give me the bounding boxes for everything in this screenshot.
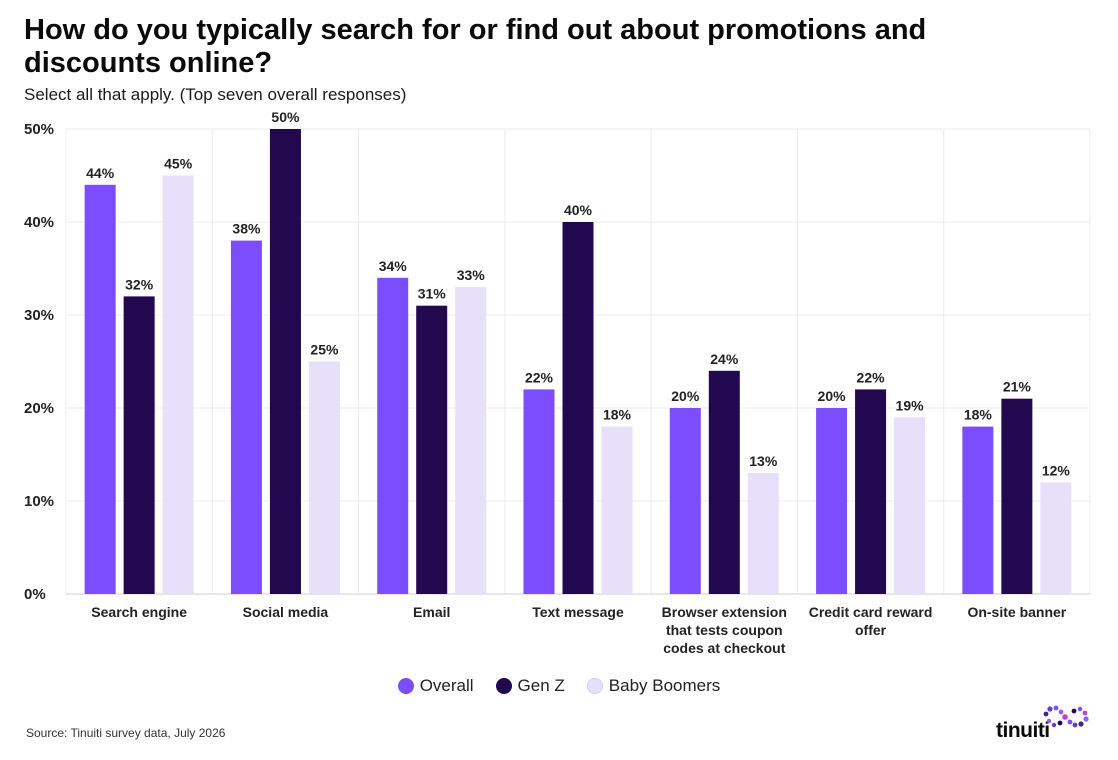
legend-item-gen-z: Gen Z (495, 676, 565, 696)
bar-gen-z-credit-card-reward-offer (855, 389, 887, 594)
bar-value-label: 45% (164, 156, 193, 172)
bar-overall-credit-card-reward-offer (816, 408, 848, 594)
x-category-label-line: On-site banner (967, 604, 1066, 620)
bar-baby-boomers-social-media (308, 361, 340, 594)
x-category-label-line: Social media (243, 604, 329, 620)
x-category-label: Credit card reward offer (809, 604, 933, 638)
y-tick-label: 20% (24, 400, 54, 417)
x-category-label: Social media (243, 604, 329, 620)
y-tick-label: 30% (24, 307, 54, 324)
legend-item-overall: Overall (397, 676, 474, 696)
bar-value-label: 31% (418, 286, 447, 302)
x-category-label-line: Credit card reward (809, 604, 933, 620)
chart-subtitle: Select all that apply. (Top seven overal… (24, 85, 407, 104)
x-category-label-line: Text message (532, 604, 624, 620)
x-category-label: Search engine (91, 604, 187, 620)
bar-value-label: 20% (818, 388, 847, 404)
logo-infinity-dots-icon (1043, 705, 1089, 728)
legend-label-baby-boomers: Baby Boomers (608, 676, 721, 695)
y-tick-label: 0% (24, 586, 46, 603)
x-category-label: Email (413, 604, 450, 620)
bar-baby-boomers-email (455, 287, 487, 594)
bar-value-label: 20% (671, 388, 700, 404)
bar-value-label: 34% (379, 258, 408, 274)
bar-baby-boomers-credit-card-reward-offer (894, 417, 926, 594)
bar-overall-email (377, 277, 409, 594)
legend-label-gen-z: Gen Z (517, 676, 565, 695)
tinuiti-logo: tinuiti (996, 705, 1096, 743)
bar-gen-z-text-message (562, 222, 594, 594)
source-note: Source: Tinuiti survey data, July 2026 (26, 726, 226, 740)
legend-swatch-gen-z (495, 678, 512, 694)
chart-title: How do you typically search for or find … (24, 14, 927, 79)
bar-baby-boomers-text-message (601, 426, 633, 594)
bar-value-label: 44% (86, 165, 115, 181)
bar-gen-z-on-site-banner (1001, 398, 1033, 594)
bar-baby-boomers-search-engine (162, 175, 194, 594)
x-category-label: Text message (532, 604, 624, 620)
x-category-label-line: Email (413, 604, 450, 620)
legend-swatch-baby-boomers (586, 678, 603, 694)
y-tick-label: 40% (24, 214, 54, 231)
bar-value-label: 25% (310, 342, 339, 358)
bar-gen-z-email (416, 305, 448, 594)
bar-value-label: 19% (896, 397, 925, 413)
bar-overall-text-message (523, 389, 555, 594)
y-tick-label: 50% (24, 121, 54, 138)
x-category-label-line: Browser extension (662, 604, 787, 620)
bar-gen-z-search-engine (123, 296, 155, 594)
legend-swatch-overall (397, 678, 414, 694)
bar-gen-z-social-media (269, 129, 301, 594)
y-tick-label: 10% (24, 493, 54, 510)
bar-overall-search-engine (84, 184, 116, 595)
bar-overall-browser-extension-that-tests-coupon-codes-at-checkout (669, 408, 701, 594)
bar-chart: 0% 10% 20% 30% 40% 50% 44% 32% 45% Search engine 3… (24, 109, 1091, 656)
logo-wordmark: tinuiti (996, 719, 1050, 742)
bar-value-label: 22% (525, 369, 554, 385)
legend-label-overall: Overall (419, 676, 474, 695)
bar-value-label: 18% (964, 407, 993, 423)
bar-value-label: 12% (1042, 462, 1071, 478)
bar-gen-z-browser-extension-that-tests-coupon-codes-at-checkout (708, 370, 740, 594)
x-category-label-line: Search engine (91, 604, 187, 620)
legend-item-baby-boomers: Baby Boomers (586, 676, 721, 696)
chart-legend: Overall Gen Z Baby Boomers (0, 676, 1118, 696)
bar-value-label: 21% (1003, 379, 1032, 395)
bar-value-label: 13% (749, 453, 778, 469)
bar-overall-social-media (230, 240, 262, 594)
bar-overall-on-site-banner (962, 426, 994, 594)
bar-value-label: 18% (603, 407, 632, 423)
x-category-label-line: that tests coupon (666, 622, 783, 638)
bar-value-label: 32% (125, 276, 154, 292)
bar-value-label: 40% (564, 202, 593, 218)
x-category-label: Browser extension that tests coupon codes … (662, 604, 787, 656)
bar-value-label: 33% (457, 267, 486, 283)
x-category-label-line: offer (855, 622, 887, 638)
x-category-label-line: codes at checkout (663, 640, 785, 656)
bar-value-label: 38% (232, 221, 261, 237)
x-category-label: On-site banner (967, 604, 1066, 620)
bar-baby-boomers-on-site-banner (1040, 482, 1072, 594)
bar-value-label: 50% (271, 109, 300, 125)
bar-value-label: 24% (710, 351, 739, 367)
bar-baby-boomers-browser-extension-that-tests-coupon-codes-at-checkout (747, 473, 779, 594)
bar-value-label: 22% (857, 369, 886, 385)
